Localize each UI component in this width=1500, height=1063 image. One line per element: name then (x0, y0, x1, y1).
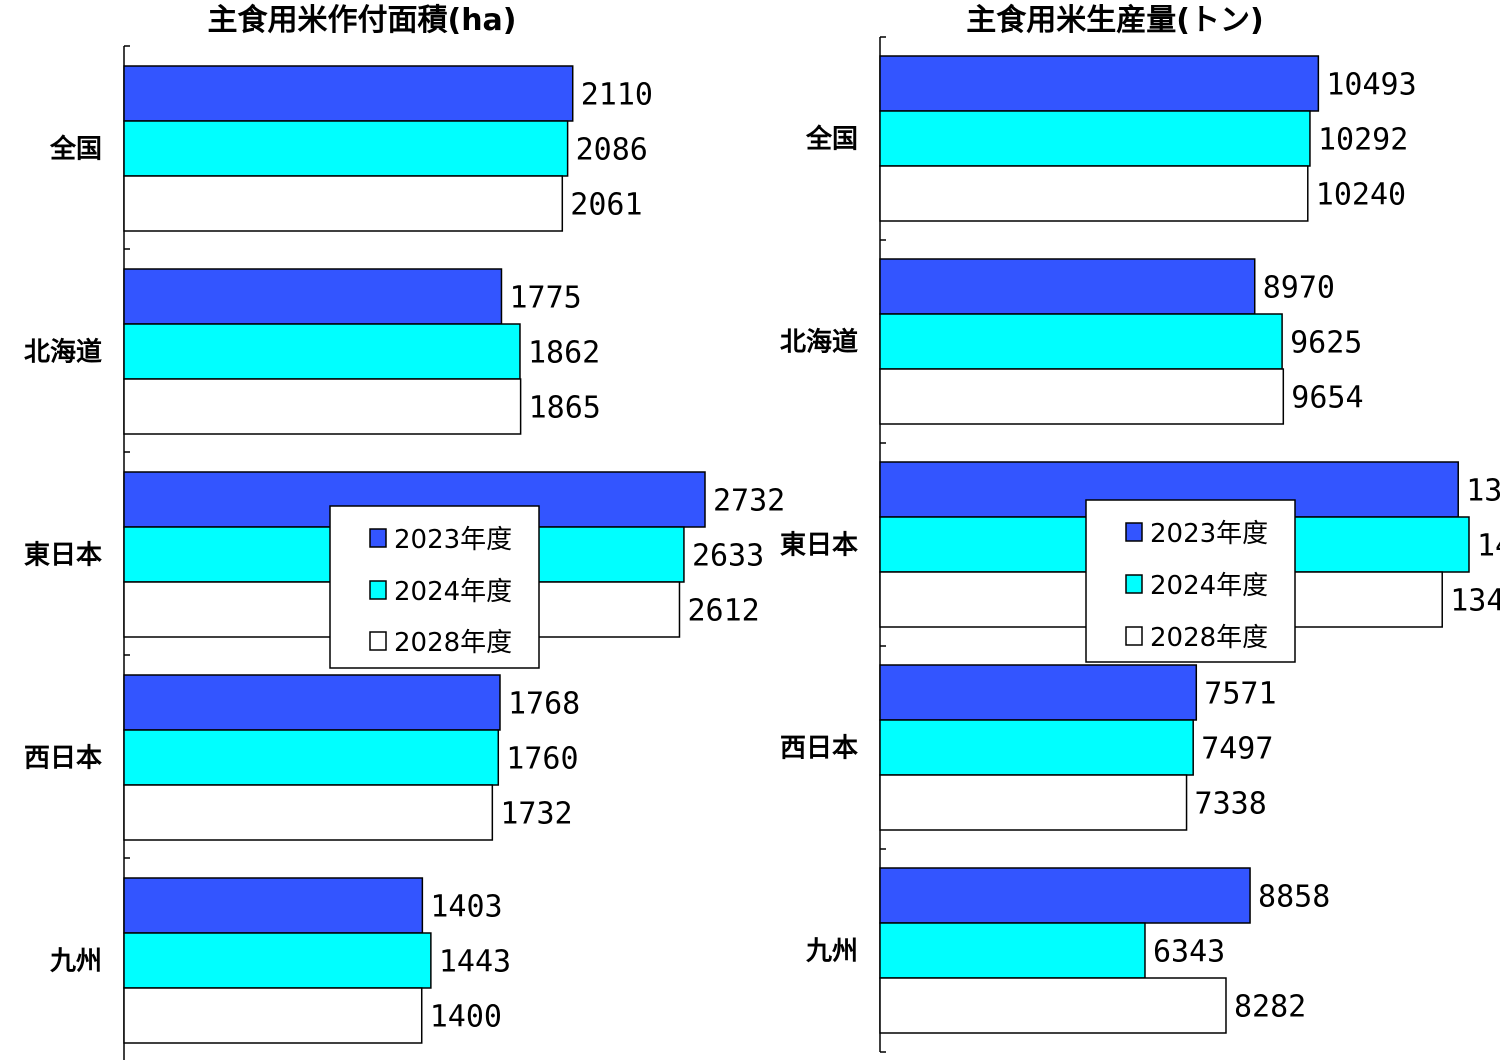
data-label: 2110 (581, 78, 653, 113)
category-label: 九州 (805, 937, 858, 967)
legend-swatch (369, 528, 387, 548)
bar-2024年度 (123, 120, 569, 177)
category-label: 北海道 (24, 337, 102, 368)
bar-2028年度 (123, 175, 564, 232)
category-label: 北海道 (780, 327, 858, 358)
bar-2028年度 (879, 774, 1188, 831)
legend-entry: 2023年度 (1150, 519, 1268, 549)
chart-title: 主食用米生産量(トン) (966, 3, 1263, 38)
data-label: 13458 (1450, 584, 1500, 619)
data-label: 10493 (1326, 68, 1416, 103)
legend-entry: 2028年度 (394, 628, 512, 658)
bar-2023年度 (123, 877, 424, 934)
legend-entry: 2028年度 (1150, 623, 1268, 653)
data-label: 8282 (1234, 990, 1306, 1025)
bar-2023年度 (879, 664, 1198, 721)
data-label: 7571 (1204, 677, 1276, 712)
category-label: 全国 (805, 124, 858, 155)
bar-2023年度 (879, 258, 1256, 315)
chart-rice-production: 主食用米生産量(トン) 全国 10493 10292 10240 北海道 8970 9625 9… (780, 3, 1500, 1053)
chart-title: 主食用米作付面積(ha) (207, 3, 516, 38)
bar-2028年度 (123, 987, 423, 1044)
data-label: 7497 (1201, 732, 1273, 767)
legend-entry: 2024年度 (1150, 571, 1268, 601)
legend-entry: 2023年度 (394, 525, 512, 555)
legend-swatch (1125, 522, 1143, 542)
category-label: 九州 (49, 947, 102, 977)
legend: 2023年度 2024年度 2028年度 (1085, 499, 1296, 663)
data-label: 9654 (1291, 381, 1363, 416)
legend-box (1085, 499, 1296, 663)
data-label: 13841 (1466, 474, 1500, 509)
bar-2023年度 (879, 55, 1320, 112)
bar-2024年度 (879, 719, 1194, 776)
legend-entry: 2024年度 (394, 577, 512, 607)
data-label: 1732 (500, 797, 572, 832)
category-label: 東日本 (24, 541, 102, 571)
data-label: 1768 (508, 687, 580, 722)
data-label: 1400 (430, 1000, 502, 1035)
bar-2023年度 (879, 867, 1251, 924)
bar-2028年度 (123, 378, 522, 435)
data-label: 10240 (1316, 178, 1406, 213)
bar-2024年度 (123, 932, 432, 989)
bar-2024年度 (879, 922, 1146, 979)
bar-2023年度 (123, 674, 501, 731)
bar-2024年度 (879, 313, 1283, 370)
legend-swatch (1125, 574, 1143, 594)
data-label: 9625 (1290, 326, 1362, 361)
data-label: 2061 (570, 188, 642, 223)
bar-2024年度 (123, 729, 500, 786)
data-label: 2732 (713, 484, 785, 519)
category-label: 西日本 (24, 744, 102, 774)
bar-2028年度 (123, 784, 494, 841)
data-label: 10292 (1318, 123, 1408, 158)
category-label: 西日本 (780, 734, 858, 764)
data-label: 2633 (692, 539, 764, 574)
legend: 2023年度 2024年度 2028年度 (329, 505, 540, 669)
data-label: 1443 (439, 945, 511, 980)
bar-2028年度 (879, 165, 1309, 222)
legend-swatch (1125, 626, 1143, 646)
data-label: 2086 (576, 133, 648, 168)
bar-2023年度 (123, 268, 503, 325)
legend-swatch (369, 580, 387, 600)
chart-rice-area: 主食用米作付面積(ha) 全国 2110 2086 2061 北海道 1775 1862 186… (24, 3, 785, 1060)
legend-swatch (369, 631, 387, 651)
data-label: 1403 (430, 890, 502, 925)
data-label: 1775 (509, 281, 581, 316)
category-label: 全国 (49, 134, 102, 165)
data-label: 8858 (1258, 880, 1330, 915)
bar-2028年度 (879, 977, 1227, 1034)
data-label: 8970 (1263, 271, 1335, 306)
legend-box (329, 505, 540, 669)
data-label: 1760 (506, 742, 578, 777)
data-label: 7338 (1195, 787, 1267, 822)
data-label: 6343 (1153, 935, 1225, 970)
bar-2028年度 (879, 368, 1285, 425)
data-label: 2612 (687, 594, 759, 629)
bar-2024年度 (879, 110, 1311, 167)
data-label: 1862 (528, 336, 600, 371)
data-label: 1865 (529, 391, 601, 426)
bar-2024年度 (123, 323, 521, 380)
data-label: 14099 (1477, 529, 1500, 564)
bar-2023年度 (123, 65, 574, 122)
category-label: 東日本 (780, 531, 858, 561)
